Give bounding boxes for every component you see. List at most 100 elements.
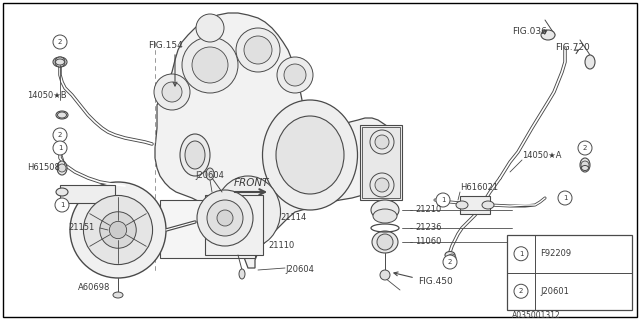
Circle shape: [443, 255, 457, 269]
Ellipse shape: [58, 112, 67, 118]
Text: 21110: 21110: [268, 241, 294, 250]
Ellipse shape: [582, 165, 589, 171]
Text: FRONT: FRONT: [233, 178, 269, 188]
Circle shape: [380, 270, 390, 280]
Bar: [507, 235, 632, 310]
Text: FIG.036: FIG.036: [512, 28, 547, 36]
Circle shape: [236, 28, 280, 72]
Text: H61508: H61508: [27, 164, 60, 172]
Text: 2: 2: [448, 259, 452, 265]
Circle shape: [55, 198, 69, 212]
Text: 21151: 21151: [68, 223, 94, 233]
Polygon shape: [155, 13, 400, 268]
Circle shape: [448, 254, 456, 262]
Text: 1: 1: [563, 195, 567, 201]
Circle shape: [514, 247, 528, 261]
Circle shape: [70, 182, 166, 278]
Ellipse shape: [206, 168, 214, 180]
Bar: [160, 200, 255, 258]
Circle shape: [244, 36, 272, 64]
Circle shape: [100, 212, 136, 248]
Ellipse shape: [372, 231, 398, 253]
Circle shape: [197, 190, 253, 246]
Text: 21114: 21114: [280, 213, 307, 222]
Circle shape: [55, 57, 65, 67]
Text: 14050★A: 14050★A: [522, 150, 561, 159]
Ellipse shape: [239, 269, 245, 279]
Text: 2: 2: [58, 39, 62, 45]
Circle shape: [162, 82, 182, 102]
Ellipse shape: [482, 201, 494, 209]
Ellipse shape: [185, 141, 205, 169]
Circle shape: [377, 234, 393, 250]
Circle shape: [192, 47, 228, 83]
Ellipse shape: [276, 116, 344, 194]
Text: 1: 1: [60, 202, 64, 208]
Circle shape: [58, 164, 66, 172]
Text: F92209: F92209: [540, 249, 571, 258]
Ellipse shape: [371, 200, 399, 220]
Bar: [205, 195, 263, 255]
Ellipse shape: [57, 161, 67, 175]
Text: 1: 1: [519, 251, 524, 257]
Ellipse shape: [456, 201, 468, 209]
Circle shape: [196, 14, 224, 42]
Circle shape: [83, 196, 152, 265]
Circle shape: [217, 210, 233, 226]
Circle shape: [375, 178, 389, 192]
Bar: [155, 10, 435, 260]
Bar: [60, 185, 115, 203]
Text: H616021: H616021: [460, 183, 498, 193]
Circle shape: [375, 135, 389, 149]
Ellipse shape: [585, 55, 595, 69]
Text: 14050★B: 14050★B: [27, 91, 67, 100]
Ellipse shape: [56, 111, 68, 119]
Ellipse shape: [56, 59, 65, 65]
Circle shape: [53, 141, 67, 155]
Text: 11060: 11060: [415, 237, 442, 246]
Circle shape: [514, 284, 528, 298]
Bar: [460, 196, 490, 214]
Text: J20601: J20601: [540, 287, 569, 296]
Text: FIG.154: FIG.154: [148, 41, 183, 50]
Ellipse shape: [113, 292, 123, 298]
Text: 21210: 21210: [415, 205, 441, 214]
Circle shape: [182, 37, 238, 93]
Text: J20604: J20604: [285, 266, 314, 275]
Circle shape: [370, 130, 394, 154]
Ellipse shape: [373, 209, 397, 223]
Circle shape: [558, 191, 572, 205]
Circle shape: [207, 200, 243, 236]
Circle shape: [53, 128, 67, 142]
Ellipse shape: [180, 134, 210, 176]
Text: 1: 1: [441, 197, 445, 203]
Circle shape: [109, 221, 127, 239]
Text: 21236: 21236: [415, 223, 442, 233]
Bar: [362, 127, 400, 198]
Circle shape: [53, 35, 67, 49]
Ellipse shape: [56, 188, 68, 196]
Circle shape: [284, 64, 306, 86]
Text: 2: 2: [519, 288, 523, 294]
Circle shape: [436, 193, 450, 207]
Text: J20604: J20604: [195, 171, 224, 180]
Text: A60698: A60698: [78, 284, 110, 292]
Ellipse shape: [53, 57, 67, 67]
Circle shape: [277, 57, 313, 93]
Text: 2: 2: [58, 132, 62, 138]
Ellipse shape: [216, 176, 280, 248]
Text: FIG.450: FIG.450: [418, 277, 452, 286]
Text: 1: 1: [58, 145, 62, 151]
Ellipse shape: [262, 100, 358, 210]
Text: 2: 2: [583, 145, 587, 151]
Ellipse shape: [58, 145, 67, 151]
Text: A035001312: A035001312: [512, 310, 561, 319]
Bar: [360, 125, 402, 200]
Ellipse shape: [445, 252, 455, 259]
Circle shape: [581, 161, 589, 169]
Circle shape: [370, 173, 394, 197]
Ellipse shape: [580, 158, 590, 172]
Text: FIG.720: FIG.720: [555, 44, 589, 52]
Circle shape: [578, 141, 592, 155]
Ellipse shape: [541, 30, 555, 40]
